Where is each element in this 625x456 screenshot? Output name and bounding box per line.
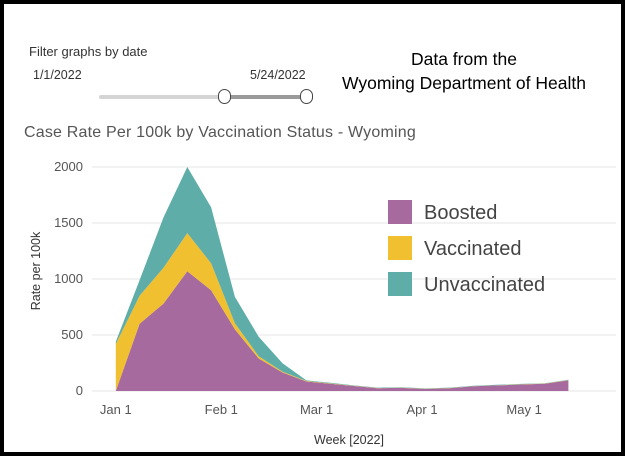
x-tick-label-jan-1: Jan 1 (100, 402, 132, 417)
x-tick-label-feb-1: Feb 1 (205, 402, 238, 417)
source-line-2: Wyoming Department of Health (342, 73, 586, 93)
date-slider-track[interactable] (99, 95, 309, 99)
legend: Boosted Vaccinated Unvaccinated (388, 200, 545, 296)
x-tick-label-mar-1: Mar 1 (300, 402, 333, 417)
legend-label-vaccinated: Vaccinated (424, 238, 521, 260)
x-axis-label: Week [2022] (314, 433, 384, 447)
filter-label: Filter graphs by date (29, 44, 148, 59)
chart-title: Case Rate Per 100k by Vaccination Status… (24, 124, 416, 141)
date-slider-selected-range (224, 95, 308, 99)
legend-swatch-unvaccinated (388, 272, 412, 296)
legend-label-unvaccinated: Unvaccinated (424, 274, 545, 296)
y-axis-ticks: 0 500 1000 1500 2000 (54, 159, 83, 398)
x-axis-ticks: Jan 1 Feb 1 Mar 1 Apr 1 May 1 (100, 402, 542, 417)
legend-swatch-boosted (388, 200, 412, 224)
source-line-1: Data from the (410, 49, 518, 69)
y-axis-label: Rate per 100k (29, 231, 43, 310)
series-areas (115, 167, 569, 391)
y-tick-label-0: 0 (76, 383, 83, 398)
y-tick-label-1000: 1000 (54, 271, 83, 286)
frame: Filter graphs by date 1/1/2022 5/24/2022… (4, 4, 621, 452)
y-tick-label-500: 500 (61, 327, 83, 342)
legend-label-boosted: Boosted (424, 202, 497, 224)
area-chart: 0 500 1000 1500 2000 Jan 1 Feb 1 Mar 1 Apr 1 May… (29, 159, 616, 447)
area-boosted (115, 271, 569, 391)
date-slider-start-handle[interactable] (218, 89, 231, 104)
y-tick-label-2000: 2000 (54, 159, 83, 174)
legend-swatch-vaccinated (388, 236, 412, 260)
date-slider-end-handle[interactable] (300, 89, 313, 104)
filter-end-date: 5/24/2022 (250, 68, 306, 82)
filter-start-date: 1/1/2022 (33, 68, 82, 82)
x-tick-label-apr-1: Apr 1 (407, 402, 438, 417)
y-tick-label-1500: 1500 (54, 215, 83, 230)
x-tick-label-may-1: May 1 (506, 402, 541, 417)
